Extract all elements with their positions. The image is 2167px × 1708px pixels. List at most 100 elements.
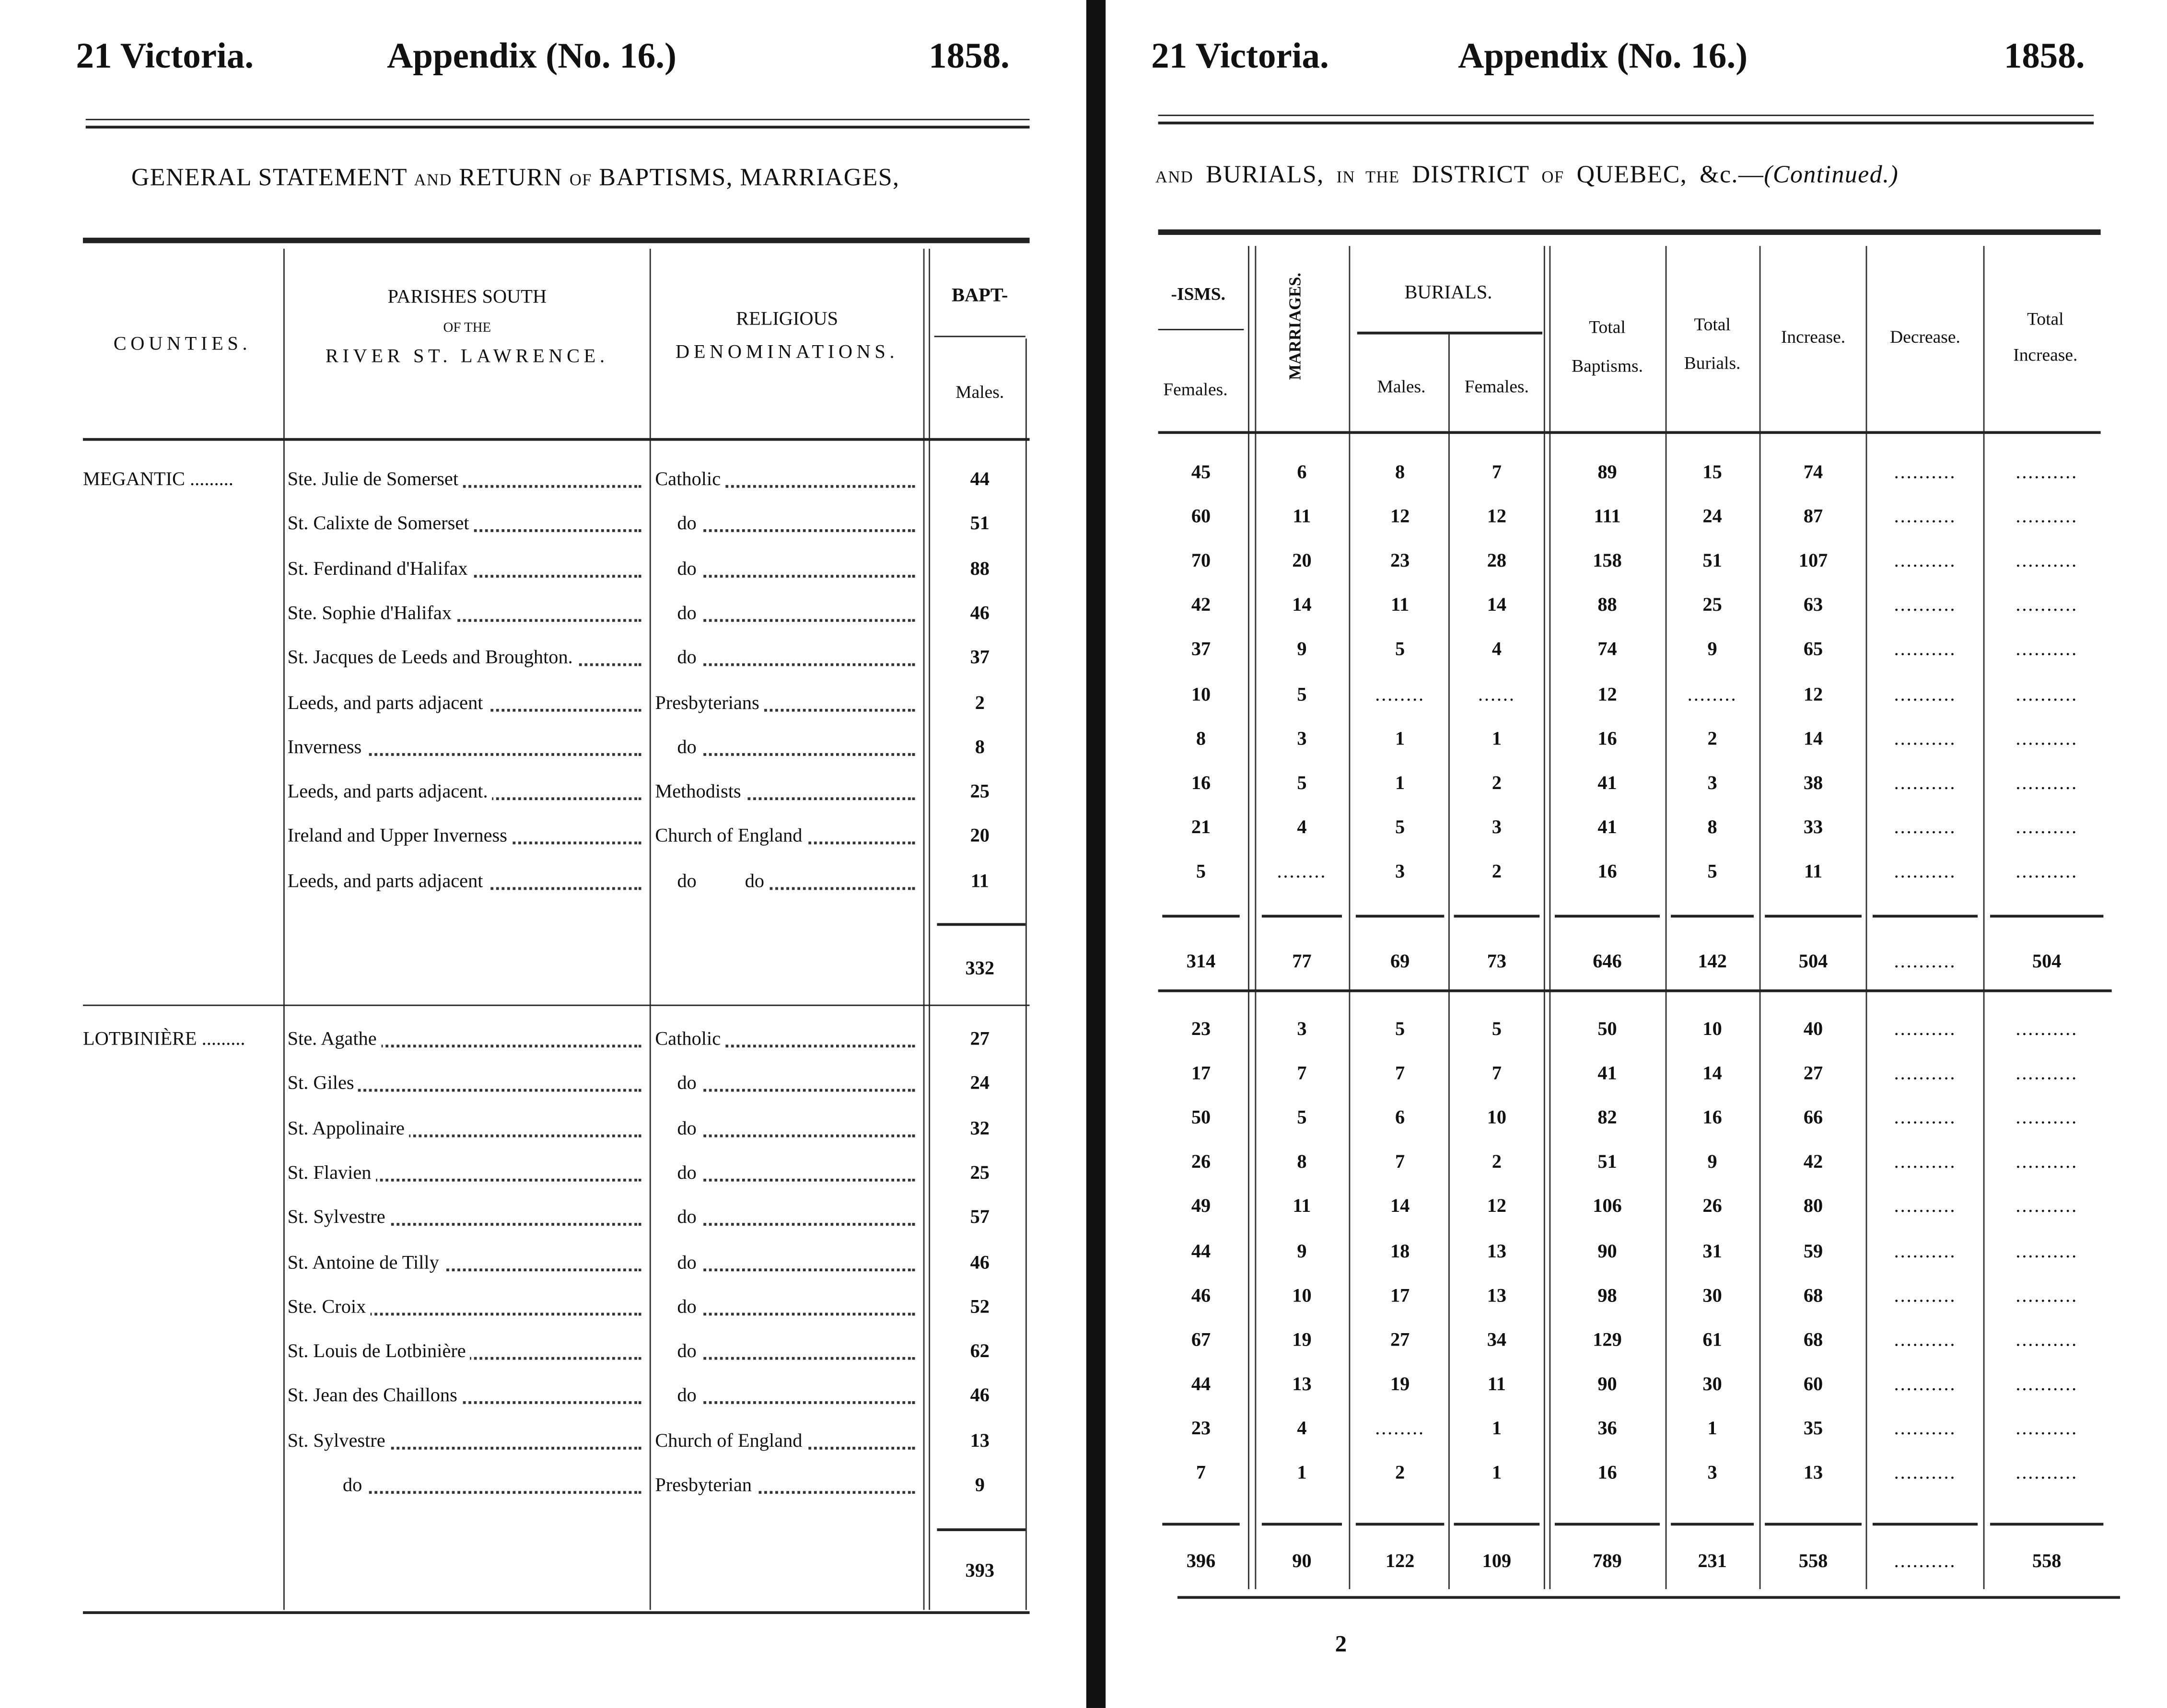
total-total-baptisms-value: 646 (1593, 952, 1622, 973)
total-rule (937, 1528, 1025, 1531)
parish-name: Inverness (287, 737, 366, 758)
total-baptisms-value: 16 (1597, 1463, 1617, 1484)
increase-value: 12 (1803, 685, 1823, 706)
parish-name: St. Giles (287, 1074, 359, 1095)
denomination-name: do do (677, 871, 769, 893)
total-burials-value: 25 (1702, 596, 1722, 617)
col-baptisms: BAPT- (952, 286, 1008, 307)
total-rule (1162, 915, 1240, 918)
col-denominations: RELIGIOUS DENOMINATIONS. (676, 309, 899, 364)
parish-name: St. Ferdinand d'Halifax (287, 559, 472, 580)
marriages-value: 8 (1297, 1152, 1307, 1174)
total-females-value: 314 (1186, 952, 1216, 973)
total-increase-value: .......... (2016, 773, 2078, 794)
baptisms-males-value: 46 (970, 1253, 990, 1274)
burials-males-value: 27 (1390, 1330, 1410, 1351)
col-increase: Increase. (1781, 326, 1846, 347)
total-burials-value: 30 (1702, 1374, 1722, 1395)
decrease-value: .......... (1894, 1242, 1957, 1263)
females-value: 21 (1191, 817, 1211, 839)
baptisms-males-value: 44 (970, 470, 990, 491)
parish-name: Leeds, and parts adjacent (287, 871, 488, 893)
females-value: 23 (1191, 1419, 1211, 1440)
baptisms-males-value: 25 (970, 782, 990, 803)
total-total-burials-value: 142 (1698, 952, 1727, 973)
decrease-value: .......... (1894, 1197, 1957, 1218)
denomination-cell: do (677, 1205, 920, 1233)
increase-value: 59 (1803, 1242, 1823, 1263)
parish-name: St. Flavien (287, 1163, 376, 1185)
burials-males-value: 7 (1395, 1064, 1405, 1085)
denomination-name: do (677, 1074, 701, 1095)
total-increase-value: 504 (1798, 952, 1828, 973)
baptisms-males-value: 62 (970, 1342, 990, 1363)
col-marriages: MARRIAGES. (1285, 272, 1305, 380)
parish-name: Ste. Agathe (287, 1029, 381, 1050)
denomination-cell: Methodists (655, 779, 920, 807)
total-total-burials-value: 231 (1698, 1552, 1727, 1573)
total-increase-value: .......... (2016, 1197, 2078, 1218)
burials-females-value: 7 (1491, 463, 1502, 484)
total-increase-value: .......... (2016, 596, 2078, 617)
decrease-value: .......... (1894, 1330, 1957, 1351)
increase-value: 68 (1803, 1286, 1823, 1307)
total-rule (1671, 915, 1754, 918)
denomination-cell: do (677, 1250, 920, 1278)
total-burials-value: 3 (1707, 1463, 1717, 1484)
baptisms-males-value: 51 (970, 514, 990, 535)
marriages-value: 10 (1292, 1286, 1312, 1307)
baptisms-males-value: 57 (970, 1208, 990, 1229)
total-increase-value: 558 (1798, 1552, 1828, 1573)
denomination-name: do (677, 1208, 701, 1229)
total-burials-value: 3 (1707, 773, 1717, 794)
marriages-value: 5 (1297, 773, 1307, 794)
females-value: 46 (1191, 1286, 1211, 1307)
parish-name: St. Appolinaire (287, 1118, 409, 1140)
total-increase-value: .......... (2016, 640, 2078, 662)
marriages-value: 1 (1297, 1463, 1307, 1484)
parish-name: Ste. Sophie d'Halifax (287, 604, 456, 625)
marriages-value: 3 (1297, 729, 1307, 750)
burials-males-value: 11 (1391, 596, 1410, 617)
denomination-name: do (677, 604, 701, 625)
col-parishes: PARISHES SOUTH OF THE RIVER ST. LAWRENCE… (325, 287, 609, 368)
burials-females-value: 2 (1491, 773, 1502, 794)
total-increase-value: .......... (2016, 1463, 2078, 1484)
burials-females-value: 34 (1487, 1330, 1507, 1351)
baptisms-males-value: 25 (970, 1163, 990, 1185)
decrease-value: .......... (1894, 1419, 1957, 1440)
total-burials-value: 30 (1702, 1286, 1722, 1307)
denomination-cell: do (677, 1384, 920, 1412)
decrease-value: .......... (1894, 551, 1957, 572)
denomination-cell: do (677, 601, 920, 629)
denomination-name: do (677, 648, 701, 669)
parish-name: St. Sylvestre (287, 1208, 390, 1229)
parish-name: St. Jean des Chaillons (287, 1386, 462, 1407)
females-value: 7 (1196, 1463, 1206, 1484)
total-baptisms-value: 12 (1597, 685, 1617, 706)
total-burials-males-value: 122 (1385, 1552, 1415, 1573)
total-burials-value: 51 (1702, 551, 1722, 572)
session-label: 21 Victoria. (1151, 35, 1329, 76)
females-value: 50 (1191, 1108, 1211, 1129)
total-burials-value: 26 (1702, 1197, 1722, 1218)
burials-males-value: 5 (1395, 817, 1405, 839)
females-value: 70 (1191, 551, 1211, 572)
total-burials-value: 8 (1707, 817, 1717, 839)
marriages-value: ........ (1277, 862, 1327, 883)
denomination-cell: do (677, 1161, 920, 1188)
total-baptisms-value: 41 (1597, 817, 1617, 839)
total-burials-value: 14 (1702, 1064, 1722, 1085)
parish-name: St. Louis de Lotbinière (287, 1342, 470, 1363)
burials-females-value: 7 (1491, 1064, 1502, 1085)
burials-males-value: 5 (1395, 1020, 1405, 1041)
increase-value: 27 (1803, 1064, 1823, 1085)
burials-females-value: 12 (1487, 507, 1507, 528)
total-burials-value: 61 (1702, 1330, 1722, 1351)
denomination-cell: do (677, 511, 920, 539)
parish-name: St. Jacques de Leeds and Broughton. (287, 648, 577, 669)
increase-value: 42 (1803, 1152, 1823, 1174)
increase-value: 11 (1804, 862, 1823, 883)
col-burials-females: Females. (1464, 376, 1529, 397)
